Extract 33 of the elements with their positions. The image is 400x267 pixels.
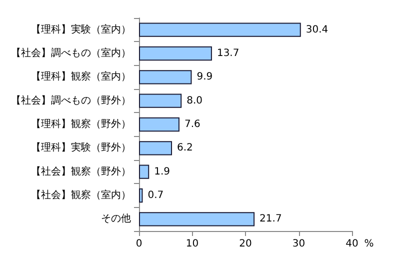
bar: [139, 164, 150, 179]
y-tick-label: 【社会】観察（野外）: [31, 165, 131, 178]
bar: [139, 22, 301, 37]
y-tick-label: 【理科】観察（野外）: [31, 118, 131, 130]
bar: [139, 212, 255, 226]
data-label: 0.7: [148, 190, 164, 201]
x-tick-label: 30: [292, 238, 306, 250]
x-axis-title: %: [364, 238, 374, 250]
x-tick-label: 10: [186, 238, 199, 250]
data-label: 9.9: [196, 72, 213, 83]
y-tick-label: 【理科】観察（室内）: [31, 70, 131, 83]
y-tick-label: 【理科】実験（野外）: [31, 142, 131, 154]
bar: [139, 188, 143, 203]
data-label: 30.4: [306, 24, 328, 36]
data-label: 21.7: [260, 214, 282, 225]
bar: [139, 46, 212, 61]
bar: [139, 117, 180, 132]
x-tick-label: 20: [239, 238, 252, 250]
x-tick-label: 0: [136, 238, 142, 250]
bar: [139, 70, 192, 84]
data-label: 6.2: [177, 142, 193, 154]
bar: [139, 94, 182, 108]
data-label: 7.6: [184, 119, 200, 130]
y-tick-label: 【社会】観察（室内）: [31, 189, 131, 201]
y-tick-label: その他: [101, 212, 131, 225]
y-tick-label: 【社会】調べもの（野外）: [11, 94, 131, 106]
x-tick-label: 40: [346, 238, 358, 250]
data-label: 1.9: [154, 166, 170, 178]
y-tick-label: 【社会】調べもの（室内）: [11, 47, 131, 59]
data-label: 13.7: [216, 48, 240, 59]
y-tick-label: 【理科】実験（室内）: [31, 23, 131, 36]
bar: [139, 141, 172, 156]
data-label: 8.0: [186, 95, 203, 106]
